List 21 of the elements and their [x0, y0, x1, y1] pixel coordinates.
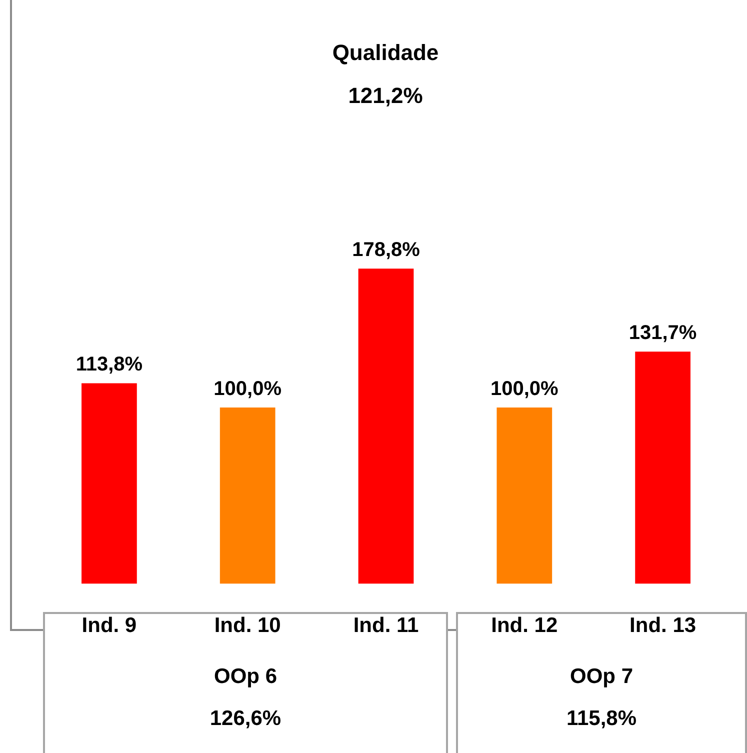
bar — [82, 383, 137, 584]
x-tick-label: Ind. 12 — [491, 614, 558, 638]
chart-subtitle: 121,2% — [347, 83, 424, 109]
x-tick-label: Ind. 13 — [630, 614, 696, 638]
x-tick-label: Ind. 9 — [82, 614, 137, 638]
bar — [635, 352, 690, 584]
chart-title: Qualidade — [331, 40, 440, 66]
x-tick-label: Ind. 11 — [353, 614, 419, 638]
data-label: 113,8% — [76, 354, 143, 376]
data-label: 178,8% — [352, 239, 420, 262]
text: 115,8% — [565, 707, 638, 731]
bar — [220, 408, 276, 584]
data-label: 100,0% — [490, 378, 559, 400]
bar — [358, 268, 414, 584]
bar — [496, 408, 552, 584]
data-label: 100,0% — [214, 378, 282, 400]
text: OOp 6 — [212, 665, 278, 689]
text: 126,6% — [208, 707, 282, 731]
text: OOp 7 — [568, 665, 634, 689]
x-tick-label: Ind. 10 — [214, 614, 281, 638]
data-label: 131,7% — [628, 322, 697, 344]
